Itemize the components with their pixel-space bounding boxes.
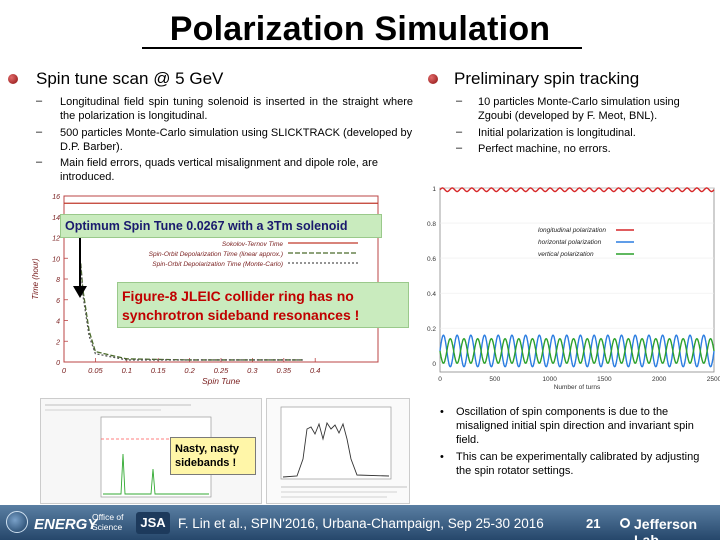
bullet-dot-icon [8, 74, 18, 84]
x-tick-label: 0.4 [310, 366, 320, 375]
right-bottom-bullet-1: Oscillation of spin components is due to… [456, 406, 694, 446]
bullet-dot-icon [428, 74, 438, 84]
x-tick-label: 0.3 [247, 366, 258, 375]
x-tick-label: 0.35 [276, 366, 291, 375]
x-tick-label: 0.2 [184, 366, 195, 375]
dash-marker: – [456, 126, 463, 138]
y-tick-label: 0 [432, 361, 436, 368]
bullet-small-icon: • [440, 451, 444, 463]
sideband-spectrum-thumbnail [266, 398, 410, 504]
x-axis-label: Spin Tune [202, 376, 240, 386]
nasty-sidebands-callout: Nasty, nasty sidebands ! [170, 437, 256, 475]
x-tick-label: 1500 [597, 376, 612, 383]
sideband-figure-thumbnail [40, 398, 262, 504]
left-heading: Spin tune scan @ 5 GeV [36, 69, 224, 88]
x-tick-label: 0 [62, 366, 67, 375]
left-bullet-2: 500 particles Monte-Carlo simulation usi… [60, 127, 413, 153]
optimum-callout-text: Optimum Spin Tune 0.0267 with a 3Tm sole… [65, 219, 348, 233]
series-line [439, 187, 715, 193]
y-tick-label: 16 [52, 194, 60, 201]
x-tick-label: 0 [438, 376, 442, 383]
dash-marker: – [456, 142, 463, 154]
x-tick-label: 0.15 [151, 366, 166, 375]
left-bullet-1: Longitudinal field spin tuning solenoid … [60, 96, 413, 122]
y-tick-label: 14 [52, 215, 60, 222]
figure8-callout: Figure-8 JLEIC collider ring has no sync… [117, 282, 409, 328]
jefferson-lab-logo-icon [620, 518, 630, 528]
x-tick-label: 0.05 [88, 366, 103, 375]
doe-seal-icon [6, 511, 28, 533]
y-tick-label: 2 [55, 339, 60, 346]
office-of-science-text: Office of Science [92, 512, 124, 532]
left-bullet-3: Main field errors, quads vertical misali… [60, 157, 378, 183]
right-heading: Preliminary spin tracking [454, 69, 640, 88]
figure8-callout-text: Figure-8 JLEIC collider ring has no sync… [122, 288, 360, 323]
dash-marker: – [36, 156, 43, 168]
slide-title: Polarization Simulation [169, 10, 551, 48]
dash-marker: – [456, 95, 463, 107]
legend-entry: Spin-Orbit Depolarization Time (linear a… [149, 251, 283, 258]
legend-entry: longitudinal polarization [538, 227, 606, 234]
bullet-small-icon: • [440, 406, 444, 418]
dash-marker: – [36, 95, 43, 107]
footer-band [0, 505, 720, 540]
sideband-spectrum-plot [280, 406, 407, 498]
right-bullet-3: Perfect machine, no errors. [478, 143, 611, 155]
spin-tracking-plot: 0 0.2 0.4 0.6 0.8 1 0 500 1000 1500 2000 2500 Number… [427, 186, 720, 391]
arrow-down-icon [73, 238, 87, 298]
optimum-callout: Optimum Spin Tune 0.0267 with a 3Tm sole… [60, 214, 382, 238]
series-line [80, 265, 303, 361]
legend-entry: Sokolov-Ternov Time [222, 241, 284, 248]
x-tick-label: 0.1 [122, 366, 132, 375]
y-tick-label: 0.4 [427, 291, 436, 298]
y-tick-label: 0.6 [427, 256, 436, 263]
footer-citation: F. Lin et al., SPIN'2016, Urbana-Champai… [178, 516, 544, 531]
plot-area [439, 187, 715, 373]
legend-entry: horizontal polarization [538, 239, 602, 246]
x-tick-label: 2500 [707, 376, 720, 383]
spin-tracking-plot-frame: 0 0.2 0.4 0.6 0.8 1 0 500 1000 1500 2000 2500 Number… [420, 184, 720, 391]
y-tick-label: 12 [52, 236, 60, 243]
dash-marker: – [36, 126, 43, 138]
nasty-sidebands-text: Nasty, nasty sidebands ! [175, 443, 239, 469]
y-tick-label: 0.2 [427, 326, 436, 333]
x-tick-label: 1000 [542, 376, 557, 383]
right-bottom-bullet-2: This can be experimentally calibrated by… [456, 451, 700, 477]
y-tick-label: 4 [56, 319, 60, 326]
x-tick-label: 0.25 [214, 366, 229, 375]
series-line [80, 263, 303, 361]
doe-logo-text: ENERGY [34, 516, 98, 533]
y-tick-label: 0 [56, 360, 60, 367]
x-tick-label: 2000 [652, 376, 667, 383]
right-bullet-1: 10 particles Monte-Carlo simulation usin… [478, 96, 680, 122]
x-axis-label: Number of turns [554, 384, 601, 390]
jsa-logo-icon: JSA [136, 512, 170, 534]
page-number: 21 [586, 516, 601, 531]
y-tick-label: 10 [52, 256, 60, 263]
legend-entry: Spin-Orbit Depolarization Time (Monte-Ca… [152, 261, 283, 268]
y-tick-label: 8 [56, 277, 60, 284]
right-bullet-2: Initial polarization is longitudinal. [478, 127, 636, 139]
y-tick-label: 0.8 [427, 221, 436, 228]
jefferson-lab-text: Jefferson Lab [634, 516, 698, 540]
legend-entry: vertical polarization [538, 251, 594, 258]
x-tick-label: 500 [489, 376, 500, 383]
y-tick-label: 1 [432, 186, 436, 193]
title-underline [142, 47, 582, 49]
y-tick-label: 6 [56, 298, 60, 305]
series-line [439, 337, 715, 364]
y-axis-label: Time (hour) [31, 258, 40, 300]
